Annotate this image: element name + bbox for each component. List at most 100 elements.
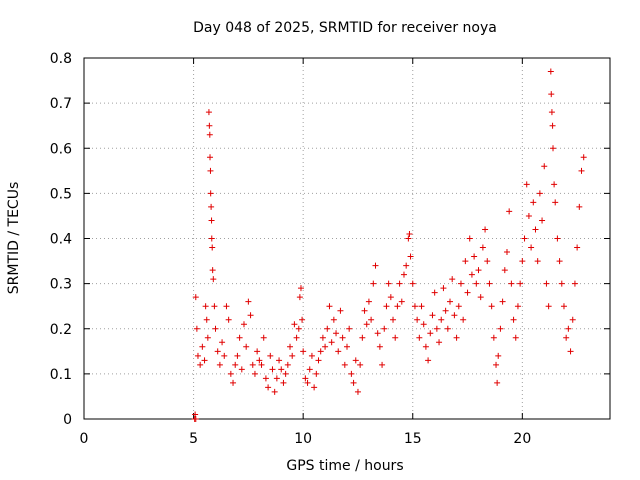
data-point (256, 357, 263, 364)
data-point (534, 258, 541, 265)
data-point (387, 294, 394, 301)
data-point (560, 303, 567, 310)
data-point (554, 235, 561, 242)
data-point (357, 361, 364, 368)
data-point (372, 262, 379, 269)
x-tick-label: 10 (294, 431, 312, 447)
data-point (376, 343, 383, 350)
data-point (519, 258, 526, 265)
data-point (262, 375, 269, 382)
data-point (548, 109, 555, 116)
data-point (390, 316, 397, 323)
data-point (280, 379, 287, 386)
x-tick-label: 15 (404, 431, 422, 447)
data-point (547, 68, 554, 75)
data-point (234, 352, 241, 359)
data-point (346, 325, 353, 332)
data-point (440, 285, 447, 292)
data-point (363, 321, 370, 328)
data-point (490, 334, 497, 341)
y-tick-label: 0.5 (50, 186, 72, 202)
y-axis-label: SRMTID / TECUs (6, 182, 22, 295)
data-point (214, 348, 221, 355)
data-point (411, 303, 418, 310)
data-point (558, 280, 565, 287)
data-point (512, 334, 519, 341)
data-point (209, 244, 216, 251)
data-point (548, 91, 555, 98)
data-point (468, 271, 475, 278)
data-point (209, 267, 216, 274)
data-point (499, 298, 506, 305)
data-point (479, 244, 486, 251)
data-point (466, 235, 473, 242)
x-tick-label: 0 (80, 431, 89, 447)
data-point (403, 262, 410, 269)
data-point (282, 370, 289, 377)
data-point (383, 303, 390, 310)
data-point (506, 208, 513, 215)
data-point (203, 316, 210, 323)
data-point (569, 316, 576, 323)
data-point (284, 361, 291, 368)
data-point (374, 330, 381, 337)
data-point (438, 316, 445, 323)
data-point (482, 226, 489, 233)
data-point (494, 379, 501, 386)
data-point (464, 289, 471, 296)
data-point (339, 334, 346, 341)
data-point (324, 325, 331, 332)
data-point (433, 325, 440, 332)
data-point (359, 334, 366, 341)
data-point (431, 289, 438, 296)
data-point (207, 167, 214, 174)
data-point (497, 325, 504, 332)
data-point (578, 167, 585, 174)
data-point (287, 343, 294, 350)
data-point (216, 361, 223, 368)
data-point (225, 316, 232, 323)
data-point (192, 416, 199, 422)
data-point (398, 298, 405, 305)
data-point (207, 190, 214, 197)
data-point (212, 325, 219, 332)
data-point (208, 235, 215, 242)
data-point (206, 122, 213, 129)
data-point (300, 348, 307, 355)
data-point (425, 357, 432, 364)
data-point (447, 298, 454, 305)
chart-title: Day 048 of 2025, SRMTID for receiver noy… (193, 20, 497, 36)
data-point (315, 357, 322, 364)
data-point (455, 303, 462, 310)
data-point (269, 366, 276, 373)
data-point (541, 163, 548, 170)
data-point (508, 280, 515, 287)
data-point (580, 154, 587, 161)
data-point (197, 361, 204, 368)
data-point (543, 280, 550, 287)
data-point (420, 321, 427, 328)
data-point (528, 244, 535, 251)
data-point (199, 343, 206, 350)
data-point (381, 325, 388, 332)
data-point (295, 325, 302, 332)
axis-ticks: 0 0.1 0.2 0.3 0.4 0.5 0.6 0.7 0.8 0 5 10 15 20 (50, 51, 610, 447)
data-point (260, 334, 267, 341)
data-point (304, 379, 311, 386)
data-point (523, 181, 530, 188)
data-point (208, 203, 215, 210)
data-point (208, 217, 215, 224)
data-point (204, 334, 211, 341)
data-point (326, 303, 333, 310)
data-point (247, 312, 254, 319)
data-point (409, 280, 416, 287)
data-point (341, 361, 348, 368)
data-point (267, 352, 274, 359)
data-point (567, 348, 574, 355)
data-point (510, 316, 517, 323)
data-point (206, 131, 213, 138)
y-tick-label: 0 (63, 412, 72, 428)
y-tick-label: 0.1 (50, 367, 72, 383)
